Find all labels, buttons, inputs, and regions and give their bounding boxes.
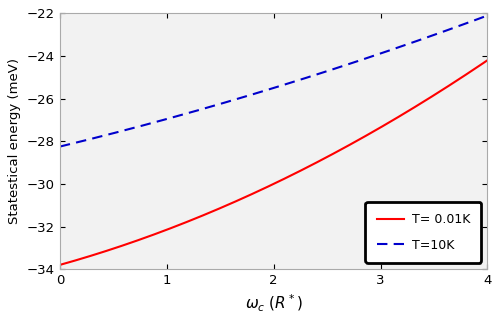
T= 0.01K	[474, 65, 480, 69]
T=10K	[288, 80, 294, 84]
T= 0.01K	[260, 187, 266, 191]
T=10K	[262, 89, 268, 92]
T=10K	[408, 41, 414, 45]
T=10K	[57, 145, 63, 148]
T= 0.01K	[262, 186, 268, 190]
T=10K	[260, 89, 266, 93]
T= 0.01K	[484, 58, 490, 62]
T= 0.01K	[288, 173, 294, 177]
T=10K	[312, 73, 318, 77]
Y-axis label: Statestical energy (meV): Statestical energy (meV)	[8, 58, 22, 224]
T=10K	[474, 17, 480, 21]
T= 0.01K	[312, 162, 318, 166]
T=10K	[484, 14, 490, 17]
T= 0.01K	[57, 263, 63, 267]
Line: T=10K: T=10K	[60, 15, 488, 147]
Line: T= 0.01K: T= 0.01K	[60, 60, 488, 265]
T= 0.01K	[408, 108, 414, 112]
Legend: T= 0.01K, T=10K: T= 0.01K, T=10K	[366, 202, 481, 263]
X-axis label: $\omega_c$ ($R^*$): $\omega_c$ ($R^*$)	[244, 293, 303, 314]
